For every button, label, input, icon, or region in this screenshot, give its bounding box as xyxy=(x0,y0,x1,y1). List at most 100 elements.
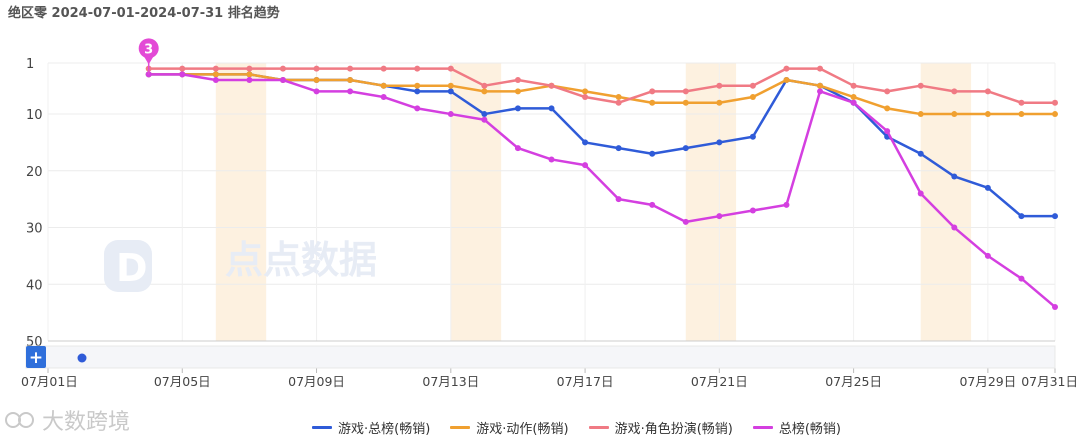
series-3-point xyxy=(984,88,991,95)
series-3-point xyxy=(716,82,723,89)
watermark-logo: D xyxy=(104,240,152,292)
series-4-point xyxy=(279,77,286,84)
series-3-point xyxy=(850,82,857,89)
series-1-point xyxy=(615,145,622,152)
legend-label: 游戏·总榜(畅销) xyxy=(338,422,431,437)
legend-swatch xyxy=(588,426,609,429)
series-2-point xyxy=(884,105,891,112)
legend-item-2[interactable]: 游戏·动作(畅销) xyxy=(450,418,569,437)
x-tick-label: 07月21日 xyxy=(691,374,748,389)
series-2-point xyxy=(1052,111,1058,118)
x-tick-label: 07月01日 xyxy=(21,374,78,389)
series-2-point xyxy=(380,82,387,89)
zoom-plus-label: + xyxy=(29,348,43,368)
series-4-point xyxy=(313,88,320,95)
y-tick-label: 40 xyxy=(26,278,43,293)
series-3-point xyxy=(481,82,488,89)
x-tick-label: 07月29日 xyxy=(959,374,1016,389)
legend-label: 游戏·动作(畅销) xyxy=(476,422,569,437)
series-4-point xyxy=(514,145,521,152)
x-tick-label: 07月17日 xyxy=(557,374,614,389)
series-2-point xyxy=(682,99,689,106)
legend-item-4[interactable]: 总榜(畅销) xyxy=(752,418,841,437)
series-2-point xyxy=(514,88,521,95)
legend-swatch xyxy=(450,426,471,429)
series-3-point xyxy=(447,65,454,72)
series-4-point xyxy=(548,156,555,163)
series-3-point xyxy=(179,65,186,72)
series-3-point xyxy=(380,65,387,72)
series-2-point xyxy=(414,82,421,89)
watermark-bottom-text: 大数跨境 xyxy=(42,410,131,435)
legend-item-3[interactable]: 游戏·角色扮演(畅销) xyxy=(588,418,733,437)
series-4-point xyxy=(447,111,454,118)
series-4-point xyxy=(682,218,689,225)
series-3-point xyxy=(649,88,656,95)
annotation-label: 3 xyxy=(144,42,153,57)
series-4-point xyxy=(649,201,656,208)
x-tick-label: 07月31日 xyxy=(1021,374,1078,389)
series-3-point xyxy=(548,82,555,89)
series-4-point xyxy=(615,196,622,203)
series-2-point xyxy=(246,71,253,78)
series-line-4 xyxy=(148,73,1056,308)
series-4-point xyxy=(582,162,589,169)
x-tick-label: 07月05日 xyxy=(154,374,211,389)
series-3-point xyxy=(884,88,891,95)
annotation-pin[interactable] xyxy=(138,38,159,59)
series-4-point xyxy=(1052,303,1058,310)
x-axis: 07月01日 07月05日 07月09日 07月13日 07月17日 07月21日 07月2… xyxy=(21,340,1078,389)
series-1-point xyxy=(414,88,421,95)
series-4-point xyxy=(380,94,387,101)
series-4-point xyxy=(749,207,756,214)
series-4-point xyxy=(783,201,790,208)
series-3-point xyxy=(749,82,756,89)
legend-swatch xyxy=(752,426,773,429)
series-2-point xyxy=(313,77,320,84)
range-slider-handle[interactable] xyxy=(77,353,87,363)
series-3-point xyxy=(615,99,622,106)
series-2-point xyxy=(347,77,354,84)
series-3-point xyxy=(1018,99,1025,106)
series-1-point xyxy=(749,133,756,140)
series-1-point xyxy=(984,184,991,191)
x-tick-label: 07月13日 xyxy=(422,374,479,389)
series-4-point xyxy=(1018,275,1025,282)
series-3-point xyxy=(1052,99,1058,106)
series-line-3 xyxy=(148,67,1055,104)
legend-label: 总榜(畅销) xyxy=(778,422,841,437)
series-2-point xyxy=(749,94,756,101)
series-3-point xyxy=(347,65,354,72)
highlight-band-2 xyxy=(450,63,502,341)
highlight-band-1 xyxy=(215,63,267,341)
series-4-point xyxy=(414,105,421,112)
series-2-point xyxy=(481,88,488,95)
series-2-point xyxy=(817,82,824,89)
bottom-watermark: 大数跨境 xyxy=(4,404,130,436)
grid-lines xyxy=(47,62,1056,342)
y-tick-label: 10 xyxy=(26,108,43,123)
zoom-plus-button[interactable] xyxy=(26,346,46,368)
series-3-point xyxy=(279,65,286,72)
series-3-point xyxy=(951,88,958,95)
series-3-point xyxy=(514,77,521,84)
series-1-point xyxy=(514,105,521,112)
chart-title: 绝区零 2024-07-01-2024-07-31 排名趋势 xyxy=(8,6,280,21)
legend: 游戏·总榜(畅销) 游戏·动作(畅销) 游戏·角色扮演(畅销) 总榜(畅销) xyxy=(312,418,841,437)
range-slider-track[interactable] xyxy=(25,345,1056,369)
series-4-point xyxy=(850,99,857,106)
series-3-point xyxy=(246,65,253,72)
annotation-pin-tail xyxy=(142,54,155,65)
series-2-point xyxy=(951,111,958,118)
y-tick-label: 1 xyxy=(26,57,34,72)
legend-item-1[interactable]: 游戏·总榜(畅销) xyxy=(312,418,430,437)
series-3-point xyxy=(783,65,790,72)
series-4-point xyxy=(884,128,891,135)
series-2-point xyxy=(447,82,454,89)
series-1-point xyxy=(716,139,723,146)
series-2-point xyxy=(582,88,589,95)
series-2-point xyxy=(716,99,723,106)
series-4-point xyxy=(917,190,924,197)
series-1-point xyxy=(917,150,924,157)
